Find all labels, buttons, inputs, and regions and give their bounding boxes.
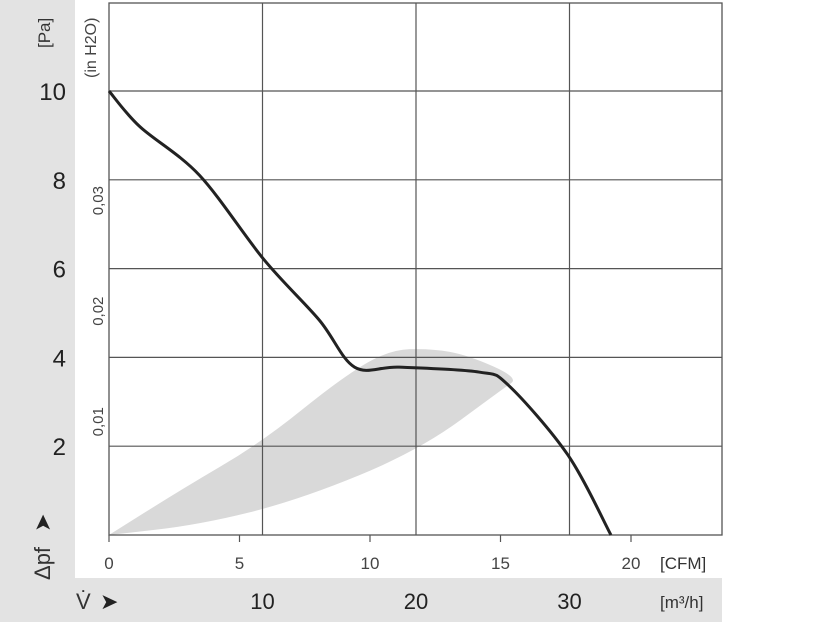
y-tick-label: 4	[53, 345, 66, 372]
x-unit-label: [m³/h]	[660, 593, 703, 612]
cfm-tick-label: 20	[622, 554, 641, 573]
y-unit-secondary-label: (in H2O)	[83, 18, 100, 78]
y-tick-label: 10	[39, 79, 66, 106]
cfm-unit-label: [CFM]	[660, 554, 706, 573]
operating-range-area	[109, 349, 513, 535]
y-tick-label-inh2o: 0,02	[90, 297, 107, 326]
y-tick-label: 2	[53, 434, 66, 461]
y-axis-symbol: Δpf	[30, 546, 55, 580]
y-tick-label-inh2o: 0,03	[90, 186, 107, 215]
y-tick-label: 8	[53, 168, 66, 195]
cfm-tick-label: 0	[104, 554, 113, 573]
y-arrow-icon: ➤	[30, 514, 55, 532]
x-tick-label: 10	[250, 589, 274, 614]
fan-curve-line	[107, 90, 613, 536]
cfm-tick-label: 5	[235, 554, 244, 573]
bottom-band	[0, 578, 722, 622]
x-tick-label: 20	[404, 589, 428, 614]
plot-background	[75, 0, 722, 578]
x-arrow-icon: ➤	[100, 589, 118, 614]
cfm-tick-label: 15	[491, 554, 510, 573]
y-tick-label: 6	[53, 257, 66, 284]
cfm-tick-label: 10	[361, 554, 380, 573]
x-axis-symbol: V̇	[76, 589, 91, 614]
left-band	[0, 0, 75, 622]
y-tick-label-inh2o: 0,01	[90, 407, 107, 436]
y-unit-label: [Pa]	[35, 18, 54, 48]
x-tick-label: 30	[557, 589, 581, 614]
